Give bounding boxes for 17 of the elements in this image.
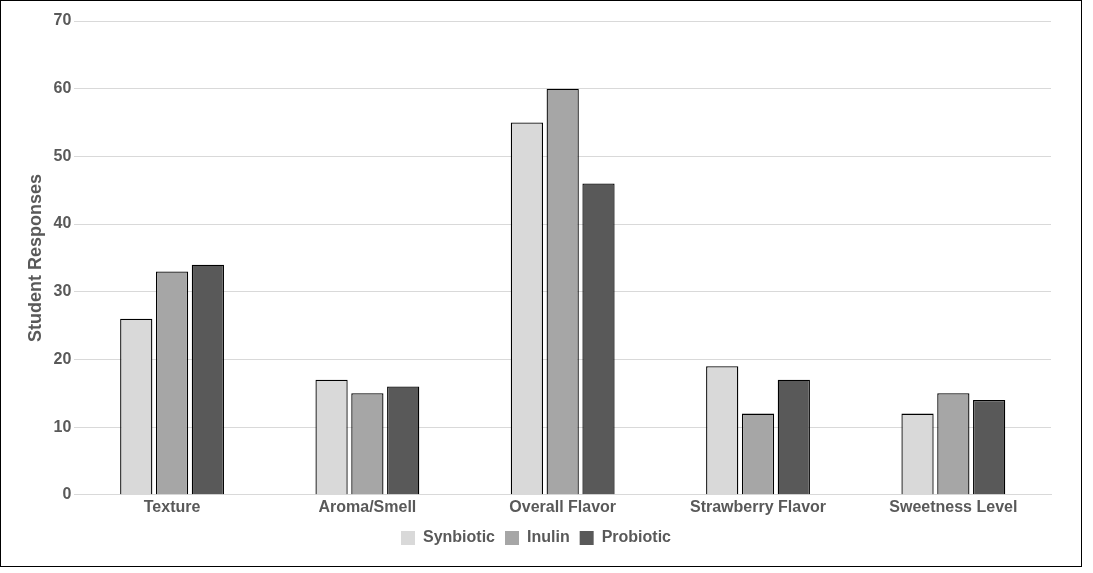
y-tick-label: 60 [53,79,72,97]
legend-label: Synbiotic [423,528,496,546]
x-tick-label: Aroma/Smell [318,497,417,515]
y-tick-label: 0 [62,485,72,503]
x-tick-label: Overall Flavor [509,497,617,515]
legend-label: Inulin [527,528,570,546]
y-tick-label: 70 [53,11,72,29]
y-tick-label: 20 [53,349,72,367]
x-tick-label: Sweetness Level [889,497,1018,515]
y-tick-label: 10 [53,417,72,435]
y-tick-label: 50 [53,146,72,164]
x-tick-label: Strawberry Flavor [689,497,827,515]
x-tick-label: Texture [143,497,201,515]
legend-label: Probiotic [601,528,672,546]
y-axis-title: Student Responses [24,173,45,342]
y-tick-label: 30 [53,282,72,300]
y-tick-label: 40 [53,214,72,232]
